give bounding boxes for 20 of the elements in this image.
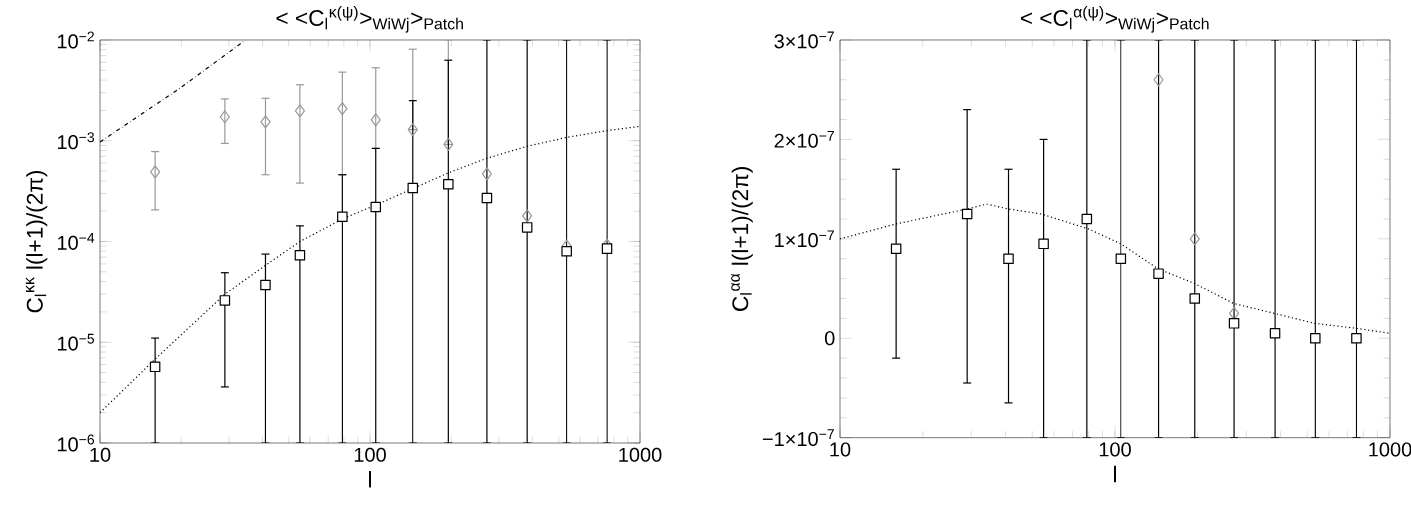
x-axis-title: l: [369, 471, 372, 488]
chart-title: < <C$_{l}$$^{α(ψ)}$>$_{WiWj}$>$_{Patch}$: [1020, 5, 1209, 33]
y-tick-label: 1×10$^{−7}$: [775, 230, 834, 248]
x-tick-label: 10: [830, 442, 851, 457]
y-tick-label: 0: [824, 331, 835, 346]
y-tick-label: 10$^{−4}$: [57, 233, 95, 250]
x-tick-label: 10: [90, 447, 111, 462]
y-axis-title: C$_{l}$$^{κκ}$ l(l+1)/(2π): [25, 170, 48, 313]
x-tick-label: 1000: [1369, 442, 1411, 457]
x-tick-label: 1000: [619, 447, 662, 462]
y-axis-title: C$_{l}$$^{αα}$ l(l+1)/(2π): [731, 166, 753, 311]
y-tick-label: 2×10$^{−7}$: [774, 131, 834, 148]
y-tick-label: 10$^{−5}$: [57, 333, 95, 351]
x-axis-title: l: [1114, 465, 1116, 483]
x-tick-label: 100: [1099, 442, 1131, 457]
x-tick-label: 100: [354, 447, 386, 462]
y-tick-label: 10$^{−2}$: [57, 31, 94, 49]
y-tick-label: 3×10$^{−7}$: [774, 31, 834, 49]
chart-title: < <C$_{l}$$^{κ(ψ)}$>$_{WiWj}$>$_{Patch}$: [276, 5, 463, 33]
y-tick-label: 10$^{−3}$: [57, 132, 95, 150]
